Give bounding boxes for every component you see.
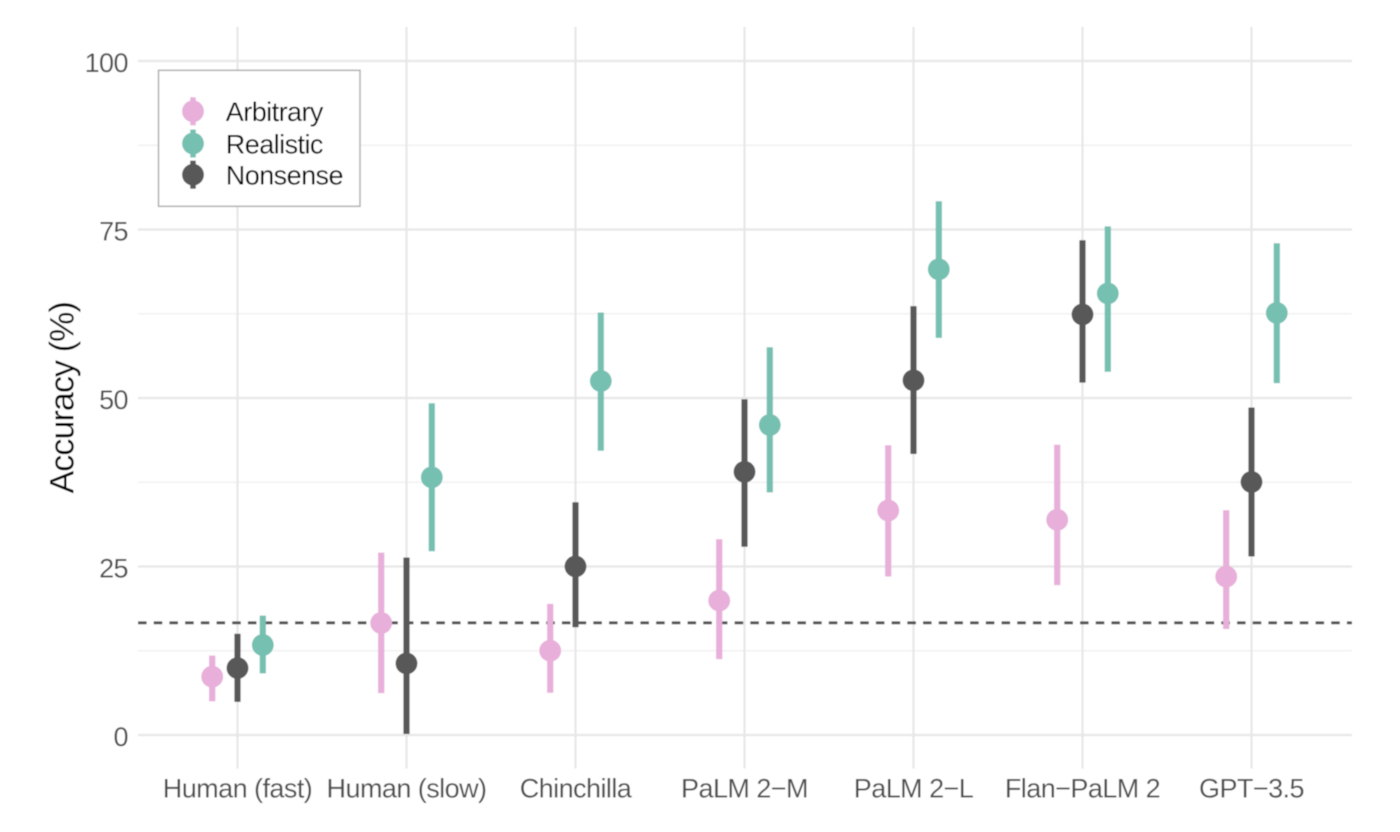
svg-text:Arbitrary: Arbitrary <box>226 97 324 127</box>
svg-text:PaLM 2−L: PaLM 2−L <box>854 774 974 804</box>
svg-text:PaLM 2−M: PaLM 2−M <box>681 774 808 804</box>
svg-text:Nonsense: Nonsense <box>226 161 343 191</box>
svg-text:Human (fast): Human (fast) <box>163 774 312 804</box>
svg-text:50: 50 <box>99 385 128 415</box>
svg-text:100: 100 <box>85 48 128 78</box>
svg-text:GPT−3.5: GPT−3.5 <box>1199 774 1304 804</box>
svg-text:75: 75 <box>99 217 128 247</box>
svg-text:Realistic: Realistic <box>226 129 323 159</box>
svg-text:Accuracy (%): Accuracy (%) <box>44 302 82 493</box>
svg-text:Flan−PaLM 2: Flan−PaLM 2 <box>1005 774 1160 804</box>
svg-text:Chinchilla: Chinchilla <box>520 774 633 804</box>
svg-text:0: 0 <box>114 722 128 752</box>
svg-text:Human (slow): Human (slow) <box>327 774 487 804</box>
svg-text:25: 25 <box>99 554 128 584</box>
